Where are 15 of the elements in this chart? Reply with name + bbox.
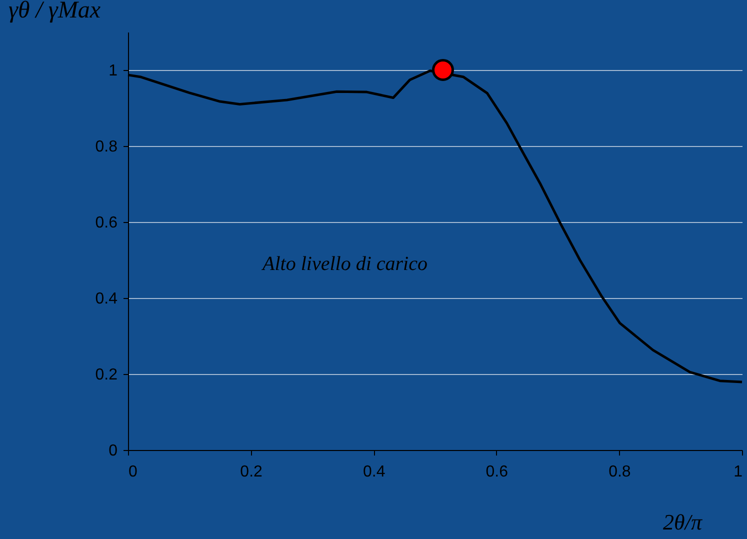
y-tick-label: 0.6 [95,214,118,232]
x-axis-title: 2θ/π [663,510,703,534]
x-tick-label: 0.2 [240,464,263,480]
y-tick-label: 0 [108,442,118,460]
y-tick-label: 1 [108,62,118,80]
y-tick-label: 0.8 [95,138,118,156]
y-axis-title: γθ / γMax [8,0,101,24]
annotation: Alto livello di carico [260,253,428,275]
y-tick-label: 0.4 [95,290,118,308]
x-tick-label: 0 [128,464,138,480]
x-tick-label: 0.8 [608,464,631,480]
x-tick-label: 1 [734,464,743,480]
x-tick-label: 0.6 [486,464,508,480]
y-tick-label: 0.2 [95,366,118,384]
x-tick-label: 0.4 [362,464,386,480]
